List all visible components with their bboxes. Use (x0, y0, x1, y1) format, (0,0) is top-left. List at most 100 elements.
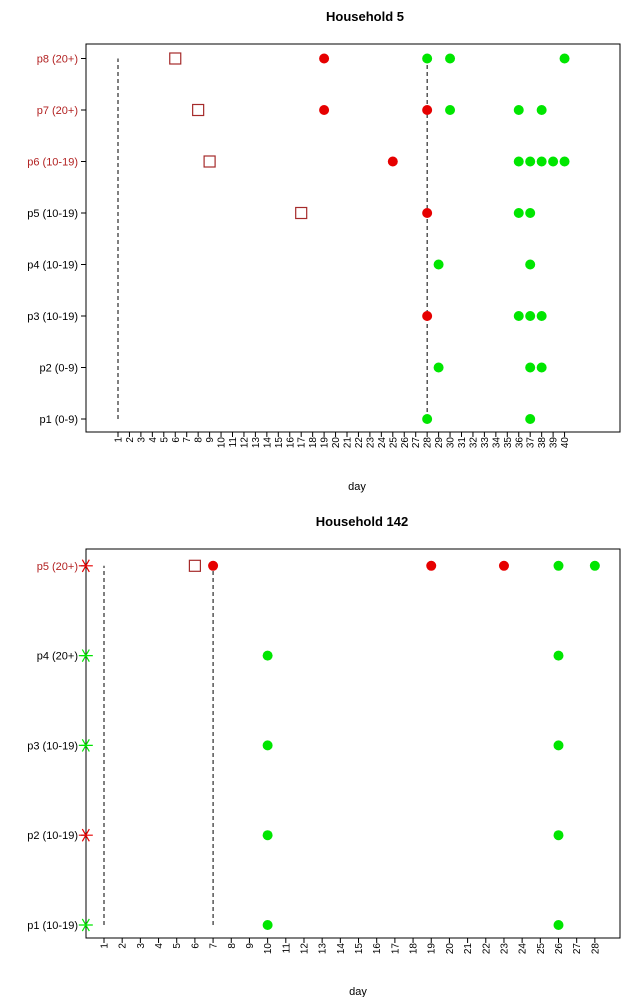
x-tick-label: 17 (297, 437, 308, 449)
chart-title: Household 5 (326, 9, 404, 24)
y-tick-label: p4 (10-19) (27, 260, 78, 272)
x-tick-label: 38 (537, 437, 548, 449)
x-tick-label: 40 (560, 437, 571, 449)
data-point-dot (553, 560, 564, 571)
x-tick-label: 1 (114, 437, 125, 443)
x-tick-label: 21 (343, 437, 354, 449)
plot-frame (85, 43, 621, 433)
x-tick-label: 36 (514, 437, 525, 449)
data-point-square (188, 559, 201, 572)
x-tick-label: 7 (182, 437, 193, 443)
data-point-dot (422, 105, 433, 115)
x-axis-label: day (348, 481, 366, 493)
x-tick-label: 24 (518, 943, 529, 955)
data-point-dot (525, 311, 536, 321)
x-tick-label: 18 (409, 943, 420, 955)
chart-title: Household 142 (316, 514, 408, 529)
y-tick-label: p3 (10-19) (27, 740, 78, 752)
data-point-dot (445, 105, 456, 115)
data-point-dot (513, 105, 524, 115)
y-tick-label: p4 (20+) (37, 651, 78, 663)
data-point-dot (319, 105, 330, 115)
x-tick-label: 27 (411, 437, 422, 449)
x-tick-label: 3 (136, 943, 147, 949)
x-tick-label: 6 (190, 943, 201, 949)
data-point-dot (536, 156, 547, 167)
x-tick-label: 20 (445, 943, 456, 955)
y-tick-label: p2 (0-9) (39, 363, 78, 375)
x-tick-label: 31 (457, 437, 468, 449)
data-point-dot (513, 311, 524, 321)
x-tick-label: 4 (154, 943, 165, 949)
x-tick-label: 25 (536, 943, 547, 955)
data-point-dot (553, 740, 564, 751)
data-point-dot (262, 650, 273, 661)
x-tick-label: 28 (590, 943, 601, 955)
data-point-dot (525, 259, 536, 270)
x-tick-label: 12 (239, 437, 250, 449)
data-point-dot (262, 740, 273, 751)
x-tick-label: 4 (148, 437, 159, 443)
data-point-dot (536, 105, 547, 115)
x-tick-label: 10 (217, 437, 228, 449)
y-tick-label: p2 (10-19) (27, 830, 78, 842)
household-142-panel: Household 142 day 1 2 3 4 5 6 7 8 9 10 11 12 13 14 15 1… (27, 514, 621, 997)
plot-frame (85, 548, 621, 939)
x-tick-label: 8 (194, 437, 205, 443)
x-tick-label: 24 (377, 437, 388, 449)
x-tick-label: 15 (274, 437, 285, 449)
x-tick-label: 14 (262, 437, 273, 449)
data-point-dot (553, 920, 564, 930)
data-point-star (78, 828, 93, 842)
x-tick-label: 26 (554, 943, 565, 955)
data-point-dot (387, 156, 398, 167)
x-tick-label: 7 (209, 943, 220, 949)
household-5-panel: Household 5 day 1 2 3 4 5 6 7 8 9 10 11 12 13 14 15 16 1… (27, 9, 621, 493)
x-tick-label: 18 (308, 437, 319, 449)
x-tick-label: 25 (388, 437, 399, 449)
data-point-dot (525, 208, 536, 218)
y-tick-label: p5 (10-19) (27, 208, 78, 220)
x-tick-label: 33 (480, 437, 491, 449)
y-tick-label: p1 (0-9) (39, 414, 78, 426)
data-point-dot (262, 830, 273, 841)
x-tick-label: 5 (172, 943, 183, 949)
data-point-dot (548, 156, 559, 167)
data-point-dot (536, 311, 547, 321)
x-tick-label: 22 (481, 943, 492, 955)
x-tick-label: 19 (427, 943, 438, 955)
data-point-dot (319, 53, 330, 64)
y-tick-label: p8 (20+) (37, 54, 78, 66)
x-tick-label: 14 (336, 943, 347, 955)
x-tick-label: 35 (503, 437, 514, 449)
data-point-dot (422, 414, 433, 424)
x-tick-label: 15 (354, 943, 365, 955)
data-point-star (78, 918, 93, 932)
x-tick-label: 34 (491, 437, 502, 449)
x-tick-label: 1 (100, 943, 111, 949)
x-tick-label: 39 (549, 437, 560, 449)
y-tick-label: p5 (20+) (37, 561, 78, 573)
x-tick-label: 32 (468, 437, 479, 449)
x-tick-label: 8 (227, 943, 238, 949)
x-tick-label: 2 (118, 943, 129, 949)
x-tick-label: 11 (228, 437, 239, 448)
x-tick-label: 23 (499, 943, 510, 955)
data-point-star (78, 739, 93, 752)
x-tick-label: 16 (285, 437, 296, 449)
data-point-dot (536, 362, 547, 373)
y-tick-label: p7 (20+) (37, 105, 78, 117)
x-tick-label: 13 (251, 437, 262, 449)
data-point-square (203, 155, 216, 168)
y-tick-label: p6 (10-19) (27, 157, 78, 169)
x-tick-label: 5 (159, 437, 170, 443)
data-point-dot (422, 208, 433, 218)
data-point-dot (553, 830, 564, 841)
x-tick-label: 37 (526, 437, 537, 449)
x-tick-label: 30 (446, 437, 457, 449)
data-point-dot (445, 53, 456, 64)
data-point-star (78, 649, 93, 662)
data-point-dot (433, 362, 444, 373)
x-tick-label: 20 (331, 437, 342, 449)
